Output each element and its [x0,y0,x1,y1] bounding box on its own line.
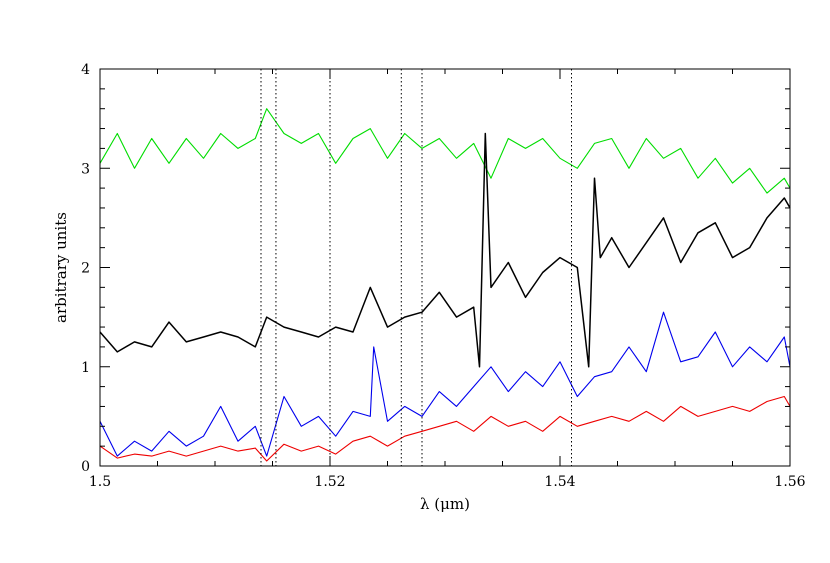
x-tick-label: 1.52 [314,474,345,490]
series-line-0 [99,108,791,194]
y-tick-label: 3 [81,161,90,177]
x-tick-label: 1.56 [774,474,805,490]
series-layer [99,108,791,462]
y-tick-label: 2 [81,261,90,277]
y-tick-label: 1 [81,360,90,376]
y-tick-label: 4 [81,62,90,78]
y-axis-label: arbitrary units [52,212,70,323]
tick-layer: 1.5 1.52 1.54 1.56 0 1 2 3 4 [81,62,806,490]
reference-line-layer [260,69,572,466]
series-line-3 [99,395,791,462]
x-tick-label: 1.5 [89,474,111,490]
plot-frame [99,68,791,467]
series-line-2 [99,311,791,457]
x-axis-label: λ (μm) [420,495,470,513]
x-tick-label: 1.54 [544,474,575,490]
series-line-1 [99,132,791,368]
y-tick-label: 0 [81,459,90,475]
